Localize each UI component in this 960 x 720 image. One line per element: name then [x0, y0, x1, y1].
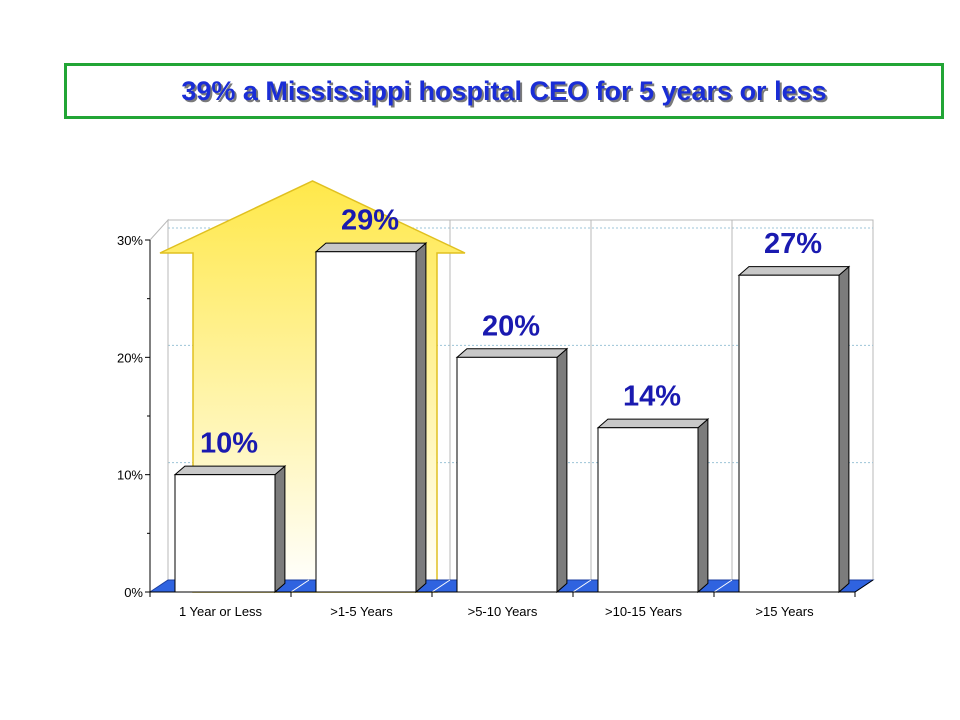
bar	[597, 427, 699, 593]
bar-side	[556, 347, 568, 594]
floor-divider	[572, 579, 592, 593]
data-label: 29%	[341, 205, 399, 237]
data-label: 14%	[623, 381, 681, 413]
bar-side	[274, 464, 286, 594]
y-tick-label: 20%	[117, 350, 143, 365]
bar-side	[415, 242, 427, 594]
y-tick-label: 10%	[117, 468, 143, 483]
bar-top	[596, 418, 710, 429]
bar-top	[173, 465, 287, 476]
floor-divider	[290, 579, 310, 593]
side-wall	[149, 218, 169, 593]
x-category-label: >10-15 Years	[605, 604, 682, 619]
chart-title: 39% a Mississippi hospital CEO for 5 yea…	[181, 75, 827, 106]
bar	[738, 274, 840, 593]
bar	[315, 251, 417, 593]
chart-title-box: 39% a Mississippi hospital CEO for 5 yea…	[64, 63, 944, 119]
x-category-label: 1 Year or Less	[179, 604, 263, 619]
x-axis-depth-edge	[854, 579, 874, 593]
x-category-label: >1-5 Years	[330, 604, 393, 619]
bar	[456, 356, 558, 593]
x-category-label: >15 Years	[755, 604, 814, 619]
bar-top	[314, 242, 428, 253]
bar-side	[838, 265, 850, 594]
bar-top	[737, 266, 851, 276]
bar-side	[697, 418, 709, 594]
data-label: 27%	[764, 228, 822, 260]
data-label: 20%	[482, 310, 540, 342]
y-tick-label: 0%	[124, 585, 143, 600]
bar	[174, 474, 276, 593]
data-label: 10%	[200, 428, 258, 460]
floor-divider	[713, 579, 733, 593]
y-tick-label: 30%	[117, 233, 143, 248]
floor-divider	[431, 579, 451, 593]
bar-top	[455, 348, 569, 358]
x-category-label: >5-10 Years	[468, 604, 538, 619]
